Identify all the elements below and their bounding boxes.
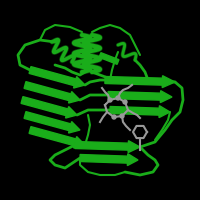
Polygon shape (21, 97, 68, 116)
Polygon shape (80, 155, 128, 163)
Circle shape (120, 114, 124, 118)
Polygon shape (99, 53, 119, 64)
Polygon shape (108, 92, 161, 100)
Polygon shape (74, 137, 85, 148)
Polygon shape (24, 82, 71, 101)
Polygon shape (159, 106, 170, 118)
Polygon shape (74, 77, 85, 88)
Polygon shape (29, 67, 76, 86)
Circle shape (112, 115, 116, 119)
Polygon shape (162, 76, 175, 88)
Polygon shape (69, 92, 80, 103)
Polygon shape (66, 107, 77, 118)
Polygon shape (128, 141, 140, 153)
Circle shape (116, 96, 120, 100)
Polygon shape (75, 142, 128, 150)
Polygon shape (110, 107, 159, 115)
Circle shape (123, 100, 127, 104)
Polygon shape (29, 127, 76, 146)
Polygon shape (105, 77, 162, 85)
Polygon shape (127, 154, 138, 166)
Polygon shape (69, 122, 80, 133)
Circle shape (108, 98, 112, 102)
Polygon shape (160, 91, 172, 103)
Polygon shape (24, 112, 71, 131)
